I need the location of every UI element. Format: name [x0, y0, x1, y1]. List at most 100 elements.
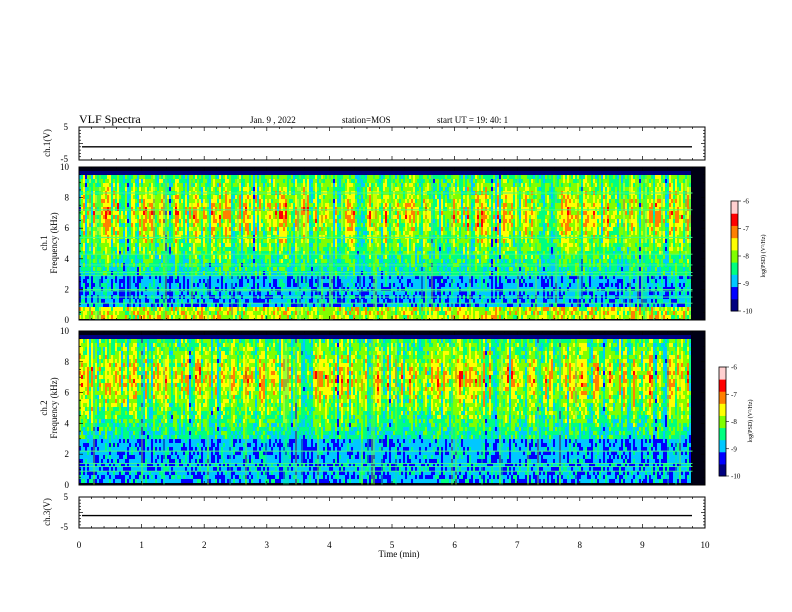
spectrogram-cell [221, 279, 223, 283]
spectrogram-cell [155, 283, 157, 287]
spectrogram-cell [81, 311, 83, 315]
spectrogram-cell [251, 203, 253, 207]
spectrogram-cell [173, 283, 175, 287]
spectrogram-cell [211, 247, 213, 251]
spectrogram-cell [103, 307, 105, 311]
spectrogram-cell [205, 311, 207, 315]
spectrogram-cell [131, 207, 133, 211]
spectrogram-cell [267, 283, 269, 287]
spectrogram-cell [255, 243, 257, 247]
spectrogram-cell [273, 267, 275, 271]
spectrogram-cell [287, 291, 289, 295]
spectrogram-cell [121, 311, 123, 315]
spectrogram-cell [193, 203, 195, 207]
spectrogram-cell [253, 187, 255, 191]
spectrogram-cell [287, 187, 289, 191]
spectrogram-cell [227, 231, 229, 235]
spectrogram-cell [255, 307, 257, 311]
spectrogram-cell [313, 243, 315, 247]
spectrogram-cell [177, 203, 179, 207]
spectrogram-cell [87, 279, 89, 283]
spectrogram-cell [141, 307, 143, 311]
spectrogram-cell [127, 259, 129, 263]
spectrogram-cell [139, 279, 141, 283]
spectrogram-cell [245, 267, 247, 271]
spectrogram-cell [111, 195, 113, 199]
spectrogram-cell [283, 183, 285, 187]
spectrogram-cell [227, 255, 229, 259]
spectrogram-cell [263, 231, 265, 235]
spectrogram-cell [337, 199, 339, 203]
spectrogram-cell [213, 283, 215, 287]
spectrogram-cell [219, 171, 221, 175]
spectrogram-cell [87, 239, 89, 243]
spectrogram-cell [123, 199, 125, 203]
spectrogram-cell [287, 195, 289, 199]
spectrogram-cell [223, 291, 225, 295]
spectrogram-cell [205, 187, 207, 191]
spectrogram-cell [213, 195, 215, 199]
spectrogram-cell [117, 187, 119, 191]
spectrogram-cell [335, 291, 337, 295]
spectrogram-cell [135, 207, 137, 211]
spectrogram-cell [221, 299, 223, 303]
spectrogram-cell [295, 195, 297, 199]
spectrogram-cell [251, 279, 253, 283]
spectrogram-cell [105, 267, 107, 271]
spectrogram-cell [327, 171, 329, 175]
spectrogram-cell [263, 247, 265, 251]
spectrogram-cell [313, 195, 315, 199]
spectrogram-cell [293, 199, 295, 203]
spectrogram-cell [199, 183, 201, 187]
spectrogram-cell [199, 279, 201, 283]
spectrogram-cell [159, 187, 161, 191]
spectrogram-cell [187, 207, 189, 211]
spectrogram-cell [271, 223, 273, 227]
spectrogram-cell [101, 175, 103, 179]
spectrogram-cell [181, 307, 183, 311]
spectrogram-cell [259, 183, 261, 187]
spectrogram-cell [137, 207, 139, 211]
spectrogram-cell [265, 227, 267, 231]
spectrogram-cell [125, 315, 127, 319]
spectrogram-cell [245, 307, 247, 311]
spectrogram-cell [319, 267, 321, 271]
spectrogram-cell [319, 203, 321, 207]
spectrogram-cell [323, 195, 325, 199]
spectrogram-cell [201, 307, 203, 311]
spectrogram-cell [127, 219, 129, 223]
spectrogram-cell [291, 179, 293, 183]
spectrogram-cell [257, 227, 259, 231]
spectrogram-cell [287, 283, 289, 287]
spectrogram-cell [309, 283, 311, 287]
spectrogram-cell [155, 307, 157, 311]
spectrogram-cell [275, 183, 277, 187]
spectrogram-cell [111, 223, 113, 227]
spectrogram-cell [229, 307, 231, 311]
spectrogram-cell [217, 279, 219, 283]
spectrogram-cell [267, 195, 269, 199]
spectrogram-cell [215, 187, 217, 191]
spectrogram-cell [151, 203, 153, 207]
spectrogram-cell [225, 267, 227, 271]
spectrogram-cell [335, 311, 337, 315]
spectrogram-cell [109, 195, 111, 199]
spectrogram-cell [241, 219, 243, 223]
spectrogram-cell [139, 199, 141, 203]
spectrogram-cell [339, 247, 341, 251]
spectrogram-cell [259, 259, 261, 263]
spectrogram-cell [327, 311, 329, 315]
spectrogram-cell [213, 175, 215, 179]
spectrogram-cell [267, 279, 269, 283]
spectrogram-cell [333, 315, 335, 319]
spectrogram-cell [125, 279, 127, 283]
spectrogram-cell [167, 199, 169, 203]
spectrogram-cell [175, 279, 177, 283]
spectrogram-cell [311, 291, 313, 295]
spectrogram-cell [91, 195, 93, 199]
spectrogram-cell [87, 231, 89, 235]
spectrogram-cell [293, 255, 295, 259]
spectrogram-cell [161, 219, 163, 223]
spectrogram-cell [337, 179, 339, 183]
spectrogram-cell [179, 231, 181, 235]
